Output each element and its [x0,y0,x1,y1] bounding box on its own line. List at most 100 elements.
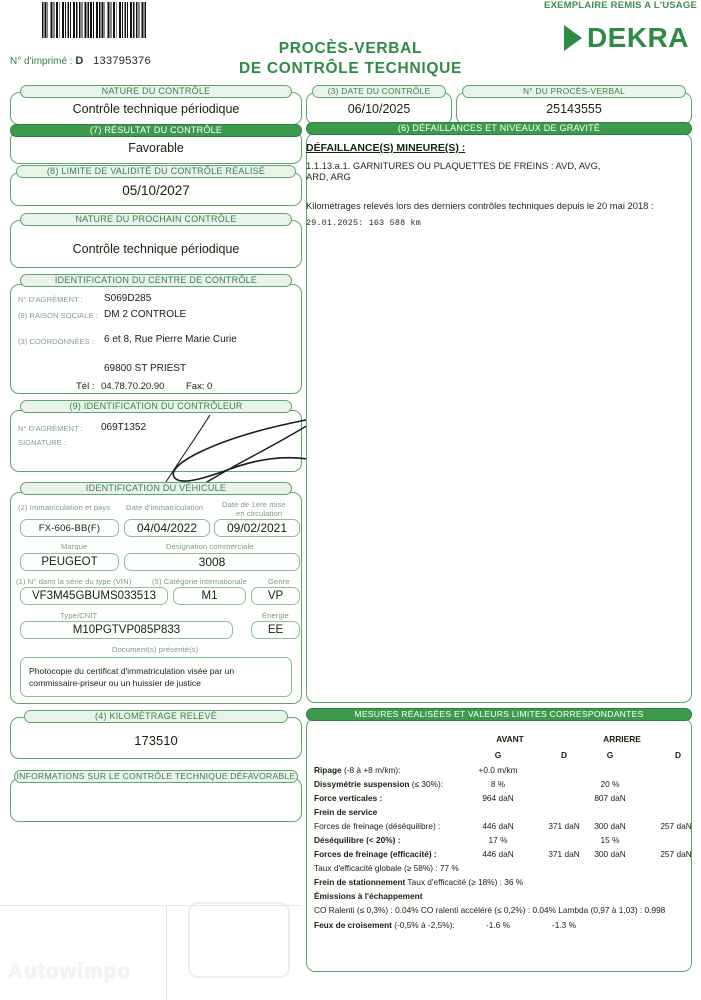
documents-label: Document(s) présenté(s) [112,645,199,654]
feux-croisement-row: Feux de croisement (-0,5% à -2,5%): [314,920,455,930]
centre-fax-value: 0 [207,381,213,392]
watermark-text: Autowimpo [8,960,132,984]
centre-tel-value: 04.78.70.20.90 [101,381,165,392]
nature-controle-caption: NATURE DU CONTRÔLE [20,85,292,98]
feux-croisement-label: Feux de croisement [314,920,392,930]
mesures-col-avant-d: D [560,750,568,760]
frein-stationnement-value: Taux d'efficacité (≥ 18%) : 36 % [405,877,524,887]
mesures-group-avant: AVANT [496,734,524,744]
row-dissymetrie-label: Dissymétrie suspension (≤ 30%): [314,779,443,789]
emissions-title: Émissions à l'échappement [314,891,423,901]
row-forces-desequilibre-fd: 371 daN [548,821,580,831]
centre-tel-label: Tél : [76,381,95,392]
type-cnit-label: Type/CNIT [60,611,98,620]
date-immatriculation-label: Date d'immatriculation [126,503,204,512]
nature-controle-value: Contrôle technique périodique [72,102,240,116]
centre-coordonnees-label: (3) COORDONNÉES : [18,337,94,346]
designation-label: Désignation commerciale [166,542,254,551]
taux-efficacite-globale: Taux d'efficacité globale (≥ 58%) : 77 % [314,863,459,873]
row-force-verticales-fg: 964 daN [482,793,514,803]
kilometrage-caption: (4) KILOMÉTRAGE RELEVÉ [24,710,288,723]
row-forces-efficacite-fg: 446 daN [482,849,514,859]
date-1ere-mise-label2: en circulation [236,509,283,518]
validite-value: 05/10/2027 [122,183,190,198]
dekra-wordmark: DEKRA [586,22,689,53]
frein-stationnement-label: Frein de stationnement [314,877,406,887]
controleur-caption: (9) IDENTIFICATION DU CONTRÔLEUR [20,400,292,413]
vin-label: (1) N° dans la série du type (VIN) [16,577,132,586]
pv-number-caption: N° DU PROCÈS-VERBAL [462,85,686,98]
dekra-triangle-icon [563,25,582,51]
row-forces-desequilibre-label-rest: Forces de freinage (déséquilibre) : [314,821,441,831]
kilometrage-value: 173510 [134,733,178,748]
centre-raison-value: DM 2 CONTROLE [104,309,187,320]
categorie-value: M1 [173,587,246,605]
energie-label: Énergie [262,611,289,620]
row-forces-efficacite-label-bold: Forces de freinage (efficacité) : [314,849,437,859]
feux-croisement-range: (-0,5% à -2,5%): [391,920,455,930]
imprime-letter: D [75,55,84,67]
centre-caption: IDENTIFICATION DU CENTRE DE CONTRÔLE [20,274,292,287]
defaillance-line-1: 1.1.13.a.1. GARNITURES OU PLAQUETTES DE … [306,160,601,171]
row-dissymetrie-fg: 8 % [490,779,506,789]
row-desequilibre-rg: 15 % [600,835,620,845]
row-forces-desequilibre-rg: 300 daN [594,821,626,831]
row-ripage-label: Ripage (-8 à +8 m/km): [314,765,400,775]
document-title-line1: PROCÈS-VERBAL [278,40,423,57]
mesures-col-arriere-g: G [606,750,614,760]
row-desequilibre-fg: 17 % [488,835,508,845]
row-dissymetrie-label-bold: Dissymétrie suspension [314,779,410,789]
row-force-verticales-label-bold: Force verticales : [314,793,383,803]
categorie-label: (5) Catégorie internationale [152,577,247,586]
imprime-label: N° d'imprimé : [10,56,73,67]
frein-stationnement-row: Frein de stationnement Taux d'efficacité… [314,877,523,887]
row-forces-efficacite-rd: 257 daN [660,849,692,859]
marque-label: Marque [61,542,88,551]
infos-defavorable-caption: INFORMATIONS SUR LE CONTRÔLE TECHNIQUE D… [14,770,298,783]
defaillances-caption: (6) DÉFAILLANCES ET NIVEAUX DE GRAVITÉ [306,122,692,135]
controleur-agrement-value: 069T1352 [101,422,147,433]
imprime-line: N° d'imprimé : D 133795376 [10,55,151,67]
genre-label: Genre [268,577,290,586]
centre-coordonnees-value: 6 et 8, Rue Pierre Marie Curie [104,334,237,345]
row-forces-desequilibre-label: Forces de freinage (déséquilibre) : [314,821,440,831]
controleur-agrement-label: N° D'AGRÉMENT : [18,424,83,433]
marque-value: PEUGEOT [20,553,119,571]
fold-line-vertical [166,906,167,1000]
mesures-panel [306,718,692,972]
defaillances-panel [306,133,692,703]
row-forces-efficacite-rg: 300 daN [594,849,626,859]
defaillances-title: DÉFAILLANCE(S) MINEURE(S) : [306,142,466,154]
date-1ere-mise-label: Date de 1ere mise [222,500,286,509]
resultat-caption: (7) RÉSULTAT DU CONTRÔLE [10,124,302,137]
row-forces-desequilibre-fg: 446 daN [482,821,514,831]
row-forces-efficacite-fd: 371 daN [548,849,580,859]
mesures-col-arriere-d: D [674,750,682,760]
row-forces-desequilibre-rd: 257 daN [660,821,692,831]
row-desequilibre-label: Déséquilibre (< 20%) : [314,835,400,845]
vin-value: VF3M45GBUMS033513 [20,587,168,605]
centre-panel [10,284,302,394]
centre-agrement-label: N° D'AGRÉMENT : [18,295,83,304]
row-ripage-label-rest: (-8 à +8 m/km): [341,765,401,775]
date-1ere-mise-value: 09/02/2021 [214,519,300,537]
designation-value: 3008 [124,553,300,571]
stamp-placeholder-box [188,902,290,978]
row-ripage-label-bold: Ripage [314,765,342,775]
row-force-verticales-label: Force verticales : [314,793,382,803]
prochain-controle-caption: NATURE DU PROCHAIN CONTRÔLE [20,213,292,226]
centre-city: 69800 ST PRIEST [104,363,187,374]
prochain-controle-panel [10,220,302,268]
date-controle-value: 06/10/2025 [347,102,411,116]
defaillance-line-2: ARD, ARG [306,171,351,182]
date-immatriculation-value: 04/04/2022 [124,519,210,537]
imprime-number: 133795376 [93,55,151,67]
document-title-line2: DE CONTRÔLE TECHNIQUE [238,60,463,77]
row-dissymetrie-rg: 20 % [600,779,620,789]
immatriculation-label: (2) Immatriculation et pays [18,503,111,512]
row-force-verticales-rg: 807 daN [594,793,626,803]
centre-fax-label: Fax: [186,381,205,392]
date-controle-caption: (3) DATE DU CONTRÔLE [312,85,446,98]
dekra-logo: DEKRA [563,22,689,54]
